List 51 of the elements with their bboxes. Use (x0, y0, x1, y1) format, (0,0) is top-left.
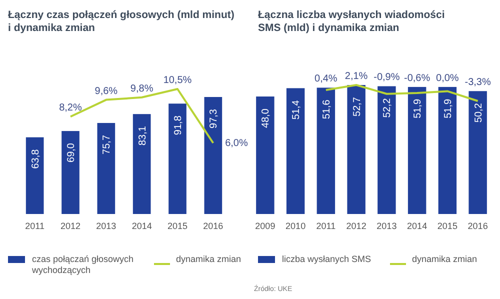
bar (204, 97, 222, 214)
data-label: 2,1% (344, 71, 368, 82)
data-label: 52,2 (382, 98, 394, 118)
x-tick-label: 2014 (407, 221, 428, 231)
x-tick-label: 2013 (96, 221, 116, 231)
x-tick-label: 2016 (468, 221, 488, 231)
x-tick-label: 2013 (376, 221, 397, 231)
data-label: 51,9 (412, 98, 424, 118)
data-label: 51,6 (321, 99, 332, 120)
data-label: 75,7 (102, 134, 113, 154)
data-label: 50,2 (473, 102, 484, 123)
bar (26, 137, 44, 214)
data-label: 91,8 (173, 115, 184, 136)
chart-title: Łączny czas połączeń głosowych (mld minut) i dynamika zmian (8, 9, 234, 34)
x-tick-label: 2011 (25, 221, 45, 231)
x-tick-label: 2012 (60, 221, 81, 231)
data-label: 9,8% (130, 83, 154, 94)
legend-label: czas połączań głosowych wychodzących (31, 254, 134, 275)
data-label: 63,8 (30, 148, 42, 169)
x-tick-label: 2012 (346, 221, 366, 231)
data-label: 48,0 (260, 108, 272, 128)
data-label: 69,0 (66, 142, 77, 162)
legend-label: liczba wysłanych SMS (282, 254, 372, 264)
data-label: 52,7 (352, 96, 363, 116)
data-label: 51,4 (291, 100, 302, 120)
data-label: 8,2% (59, 102, 82, 114)
data-label: 51,9 (442, 98, 454, 118)
bar (62, 131, 80, 214)
chart-title: Łączna liczba wysłanych wiadomości SMS (mld) i dynamika zmian (258, 9, 445, 34)
bar (168, 104, 186, 214)
x-tick-label: 2010 (286, 221, 306, 231)
data-label: 9,6% (94, 86, 118, 97)
data-label: -0,9% (374, 72, 400, 84)
bar (97, 122, 116, 214)
data-label: 83,1 (137, 126, 148, 146)
data-label: 10,5% (163, 75, 192, 86)
data-label: -3,3% (464, 77, 491, 88)
data-label: 0,4% (314, 74, 338, 85)
x-tick-label: 2009 (255, 221, 276, 231)
legend-label: dynamika zmian (176, 254, 242, 264)
data-label: 6,0% (225, 138, 248, 149)
x-tick-label: 2011 (316, 221, 336, 231)
x-tick-label: 2015 (437, 221, 458, 231)
data-label: 97,3 (208, 108, 220, 128)
data-label: 0,0% (436, 72, 459, 84)
data-label: -0,6% (404, 72, 430, 84)
x-tick-label: 2015 (167, 221, 188, 231)
x-tick-label: 2016 (203, 221, 224, 231)
bar (132, 114, 151, 214)
legend-label: dynamika zmian (412, 254, 478, 264)
x-tick-label: 2014 (132, 221, 152, 231)
